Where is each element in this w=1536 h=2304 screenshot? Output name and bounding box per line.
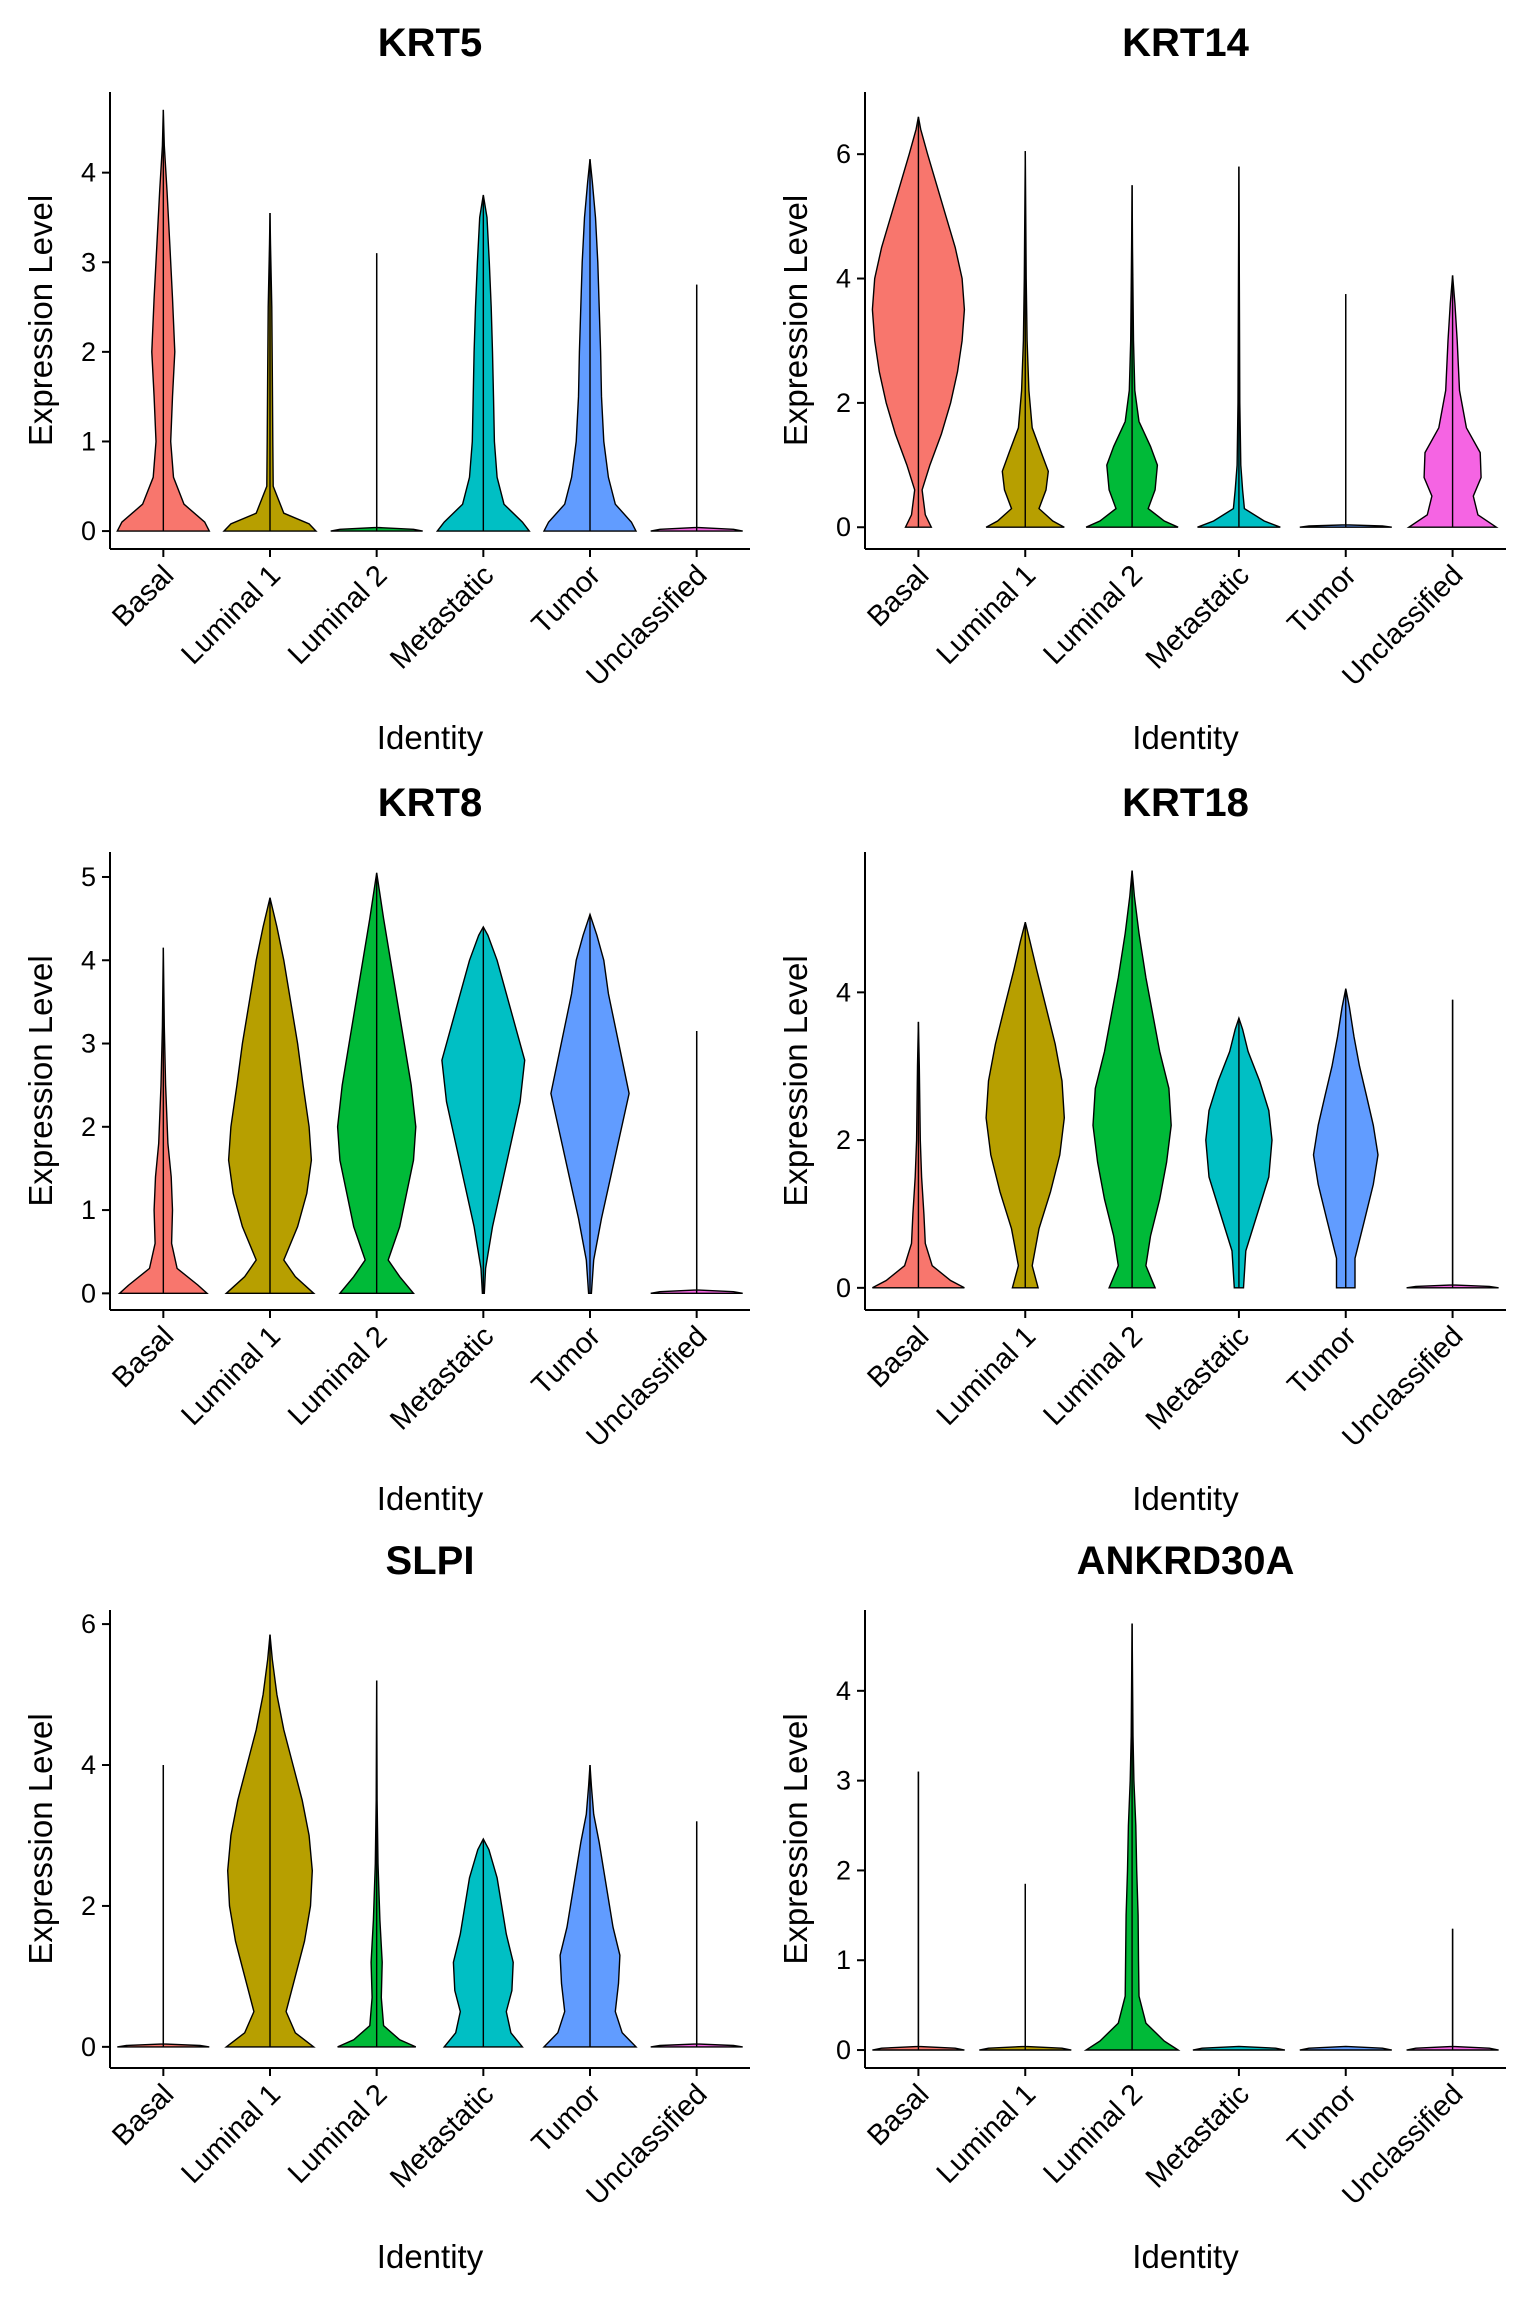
x-tick-label-luminal-1: Luminal 1 xyxy=(175,1320,287,1432)
y-axis-label: Expression Level xyxy=(22,955,59,1206)
panel-title: KRT5 xyxy=(378,21,482,65)
panel-title: SLPI xyxy=(386,1539,475,1583)
panel-title: KRT8 xyxy=(378,781,482,825)
y-tick-label: 0 xyxy=(836,1273,851,1303)
y-axis-label: Expression Level xyxy=(22,1713,59,1964)
x-tick-label-tumor: Tumor xyxy=(526,2078,607,2159)
x-tick-label-metastatic: Metastatic xyxy=(384,1320,500,1436)
y-tick-label: 2 xyxy=(836,1855,851,1885)
violin-metastatic xyxy=(1192,2045,1286,2051)
y-tick-label: 1 xyxy=(836,1945,851,1975)
x-tick-label-metastatic: Metastatic xyxy=(1140,1320,1256,1436)
y-tick-label: 6 xyxy=(81,1609,96,1639)
y-axis-label: Expression Level xyxy=(777,195,814,446)
y-axis-label: Expression Level xyxy=(777,1713,814,1964)
y-tick-label: 3 xyxy=(81,1029,96,1059)
x-tick-label-luminal-1: Luminal 1 xyxy=(931,1320,1043,1432)
x-tick-label-basal: Basal xyxy=(861,559,935,633)
x-tick-label-basal: Basal xyxy=(106,559,180,633)
y-tick-label: 2 xyxy=(81,1891,96,1921)
x-tick-label-tumor: Tumor xyxy=(526,559,607,640)
x-tick-label-tumor: Tumor xyxy=(526,1320,607,1401)
x-tick-label-luminal-2: Luminal 2 xyxy=(282,559,394,671)
y-tick-label: 5 xyxy=(81,862,96,892)
y-axis-label: Expression Level xyxy=(777,955,814,1206)
y-tick-label: 0 xyxy=(81,2032,96,2062)
y-tick-label: 4 xyxy=(836,1676,851,1706)
y-tick-label: 4 xyxy=(81,158,96,188)
y-tick-label: 4 xyxy=(836,264,851,294)
x-tick-label-metastatic: Metastatic xyxy=(384,559,500,675)
x-tick-label-basal: Basal xyxy=(861,1320,935,1394)
x-tick-label-metastatic: Metastatic xyxy=(384,2078,500,2194)
y-tick-label: 4 xyxy=(81,945,96,975)
x-tick-label-luminal-2: Luminal 2 xyxy=(1037,559,1149,671)
y-tick-label: 1 xyxy=(81,1195,96,1225)
y-tick-label: 2 xyxy=(81,337,96,367)
x-tick-label-luminal-2: Luminal 2 xyxy=(282,1320,394,1432)
x-tick-label-luminal-1: Luminal 1 xyxy=(175,2078,287,2190)
x-axis-label: Identity xyxy=(1132,1480,1239,1517)
x-tick-label-luminal-1: Luminal 1 xyxy=(931,559,1043,671)
x-tick-label-luminal-1: Luminal 1 xyxy=(175,559,287,671)
x-tick-label-luminal-2: Luminal 2 xyxy=(1037,1320,1149,1432)
y-tick-label: 2 xyxy=(836,1125,851,1155)
y-tick-label: 0 xyxy=(81,516,96,546)
x-axis-label: Identity xyxy=(377,1480,484,1517)
y-tick-label: 0 xyxy=(81,1278,96,1308)
x-axis-label: Identity xyxy=(1132,2238,1239,2275)
x-tick-label-basal: Basal xyxy=(106,1320,180,1394)
y-tick-label: 0 xyxy=(836,512,851,542)
y-tick-label: 6 xyxy=(836,139,851,169)
x-tick-label-tumor: Tumor xyxy=(1282,1320,1363,1401)
x-tick-label-basal: Basal xyxy=(106,2078,180,2152)
y-tick-label: 2 xyxy=(81,1112,96,1142)
x-tick-label-metastatic: Metastatic xyxy=(1140,2078,1256,2194)
panel-title: KRT18 xyxy=(1122,781,1249,825)
x-tick-label-luminal-1: Luminal 1 xyxy=(931,2078,1043,2190)
x-axis-label: Identity xyxy=(377,719,484,756)
y-tick-label: 3 xyxy=(836,1766,851,1796)
x-tick-label-luminal-2: Luminal 2 xyxy=(282,2078,394,2190)
y-tick-label: 4 xyxy=(81,1750,96,1780)
panel-title: ANKRD30A xyxy=(1077,1539,1295,1583)
y-tick-label: 3 xyxy=(81,247,96,277)
x-tick-label-metastatic: Metastatic xyxy=(1140,559,1256,675)
violin-tumor xyxy=(1299,2045,1392,2051)
y-tick-label: 4 xyxy=(836,977,851,1007)
x-tick-label-tumor: Tumor xyxy=(1282,559,1363,640)
x-tick-label-tumor: Tumor xyxy=(1282,2078,1363,2159)
y-tick-label: 1 xyxy=(81,426,96,456)
y-axis-label: Expression Level xyxy=(22,195,59,446)
x-axis-label: Identity xyxy=(377,2238,484,2275)
x-axis-label: Identity xyxy=(1132,719,1239,756)
x-tick-label-basal: Basal xyxy=(861,2078,935,2152)
y-tick-label: 0 xyxy=(836,2035,851,2065)
panel-title: KRT14 xyxy=(1122,21,1249,65)
y-tick-label: 2 xyxy=(836,388,851,418)
x-tick-label-luminal-2: Luminal 2 xyxy=(1037,2078,1149,2190)
